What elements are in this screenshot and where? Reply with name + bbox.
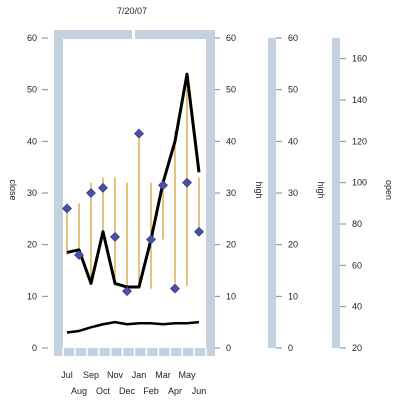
right-axis-open-tick-label: 80	[352, 219, 362, 229]
x-tick-label-may: May	[178, 370, 196, 380]
marker-jul	[62, 203, 72, 214]
left-axis-tick-label: 60	[27, 33, 37, 43]
x-tick-label-jul: Jul	[61, 370, 73, 380]
marker-nov	[110, 231, 120, 242]
x-tick-label-aug: Aug	[71, 386, 87, 396]
right-axis-open: 20 40 60 80 100 120 140 160	[332, 38, 367, 353]
right-axis-high-label: high	[254, 181, 264, 198]
marker-sep	[86, 188, 96, 198]
right-axis-high-tick-label: 10	[226, 291, 236, 301]
right-axis-high-tick-label: 50	[226, 85, 236, 95]
lower-series-line	[66, 320, 200, 334]
right-axis-high-tick-label: 0	[226, 343, 231, 353]
x-tick-label-jun: Jun	[192, 386, 207, 396]
marker-jun	[194, 226, 204, 237]
right-axis-high-tick-label: 40	[226, 136, 236, 146]
right-axis-high-2-tick-label: 10	[288, 291, 298, 301]
right-axis-open-tick-label: 60	[352, 260, 362, 270]
chart-title: 7/20/07	[117, 6, 147, 16]
right-axis-high-2-tick-label: 20	[288, 240, 298, 250]
left-axis-tick-label: 50	[27, 85, 37, 95]
right-axis-open-band	[332, 38, 340, 348]
left-axis-tick-label: 40	[27, 136, 37, 146]
x-axis: Jul Aug Sep Oct Nov Dec Jan Feb Mar Apr May Jun	[61, 370, 206, 396]
left-axis-tick-label: 20	[27, 240, 37, 250]
x-tick-label-jan: Jan	[132, 370, 147, 380]
x-tick-label-sep: Sep	[83, 370, 99, 380]
right-axis-high-tick-label: 60	[226, 33, 236, 43]
marker-apr	[170, 283, 180, 294]
frame-gap	[132, 30, 135, 39]
left-axis-tick-label: 0	[32, 343, 37, 353]
right-axis-open-tick-label: 40	[352, 302, 362, 312]
right-axis-high-tick-label: 30	[226, 188, 236, 198]
right-axis-high-tick-label: 20	[226, 240, 236, 250]
left-axis-label: close	[8, 179, 18, 200]
x-tick-label-dec: Dec	[119, 386, 136, 396]
marker-dec	[122, 286, 132, 297]
right-axis-high-2-tick-label: 40	[288, 136, 298, 146]
right-axis-high-2-band	[268, 38, 276, 348]
marker-jan	[134, 128, 144, 139]
x-tick-label-feb: Feb	[143, 386, 159, 396]
marker-may	[182, 177, 192, 188]
right-axis-high-2-tick-label: 60	[288, 33, 298, 43]
x-tick-label-mar: Mar	[155, 370, 171, 380]
left-axis: 0 10 20 30 40 50 60	[27, 33, 48, 353]
marker-feb	[146, 234, 156, 245]
marker-mar	[158, 180, 168, 191]
left-axis-tick-label: 30	[27, 188, 37, 198]
plot-area	[54, 30, 215, 356]
marker-oct	[98, 182, 108, 193]
close-series-line	[66, 72, 201, 289]
right-axis-open-tick-label: 120	[352, 136, 367, 146]
right-axis-high-2-tick-label: 50	[288, 85, 298, 95]
right-axis-high: 0 10 20 30 40 50 60	[214, 33, 236, 353]
right-axis-open-tick-label: 20	[352, 343, 362, 353]
right-axis-open-tick-label: 140	[352, 95, 367, 105]
marker-aug	[74, 250, 84, 260]
left-axis-tick-label: 10	[27, 291, 37, 301]
right-axis-open-label: open	[384, 180, 394, 200]
right-axis-high-2-label: high	[316, 181, 326, 198]
right-axis-open-tick-label: 100	[352, 178, 367, 188]
right-axis-open-tick-label: 160	[352, 54, 367, 64]
right-axis-high-2-tick-label: 0	[288, 343, 293, 353]
right-axis-high-2: 0 10 20 30 40 50 60	[268, 33, 298, 353]
x-tick-label-apr: Apr	[168, 386, 182, 396]
x-tick-label-nov: Nov	[107, 370, 124, 380]
right-axis-high-2-tick-label: 30	[288, 188, 298, 198]
x-tick-label-oct: Oct	[96, 386, 111, 396]
